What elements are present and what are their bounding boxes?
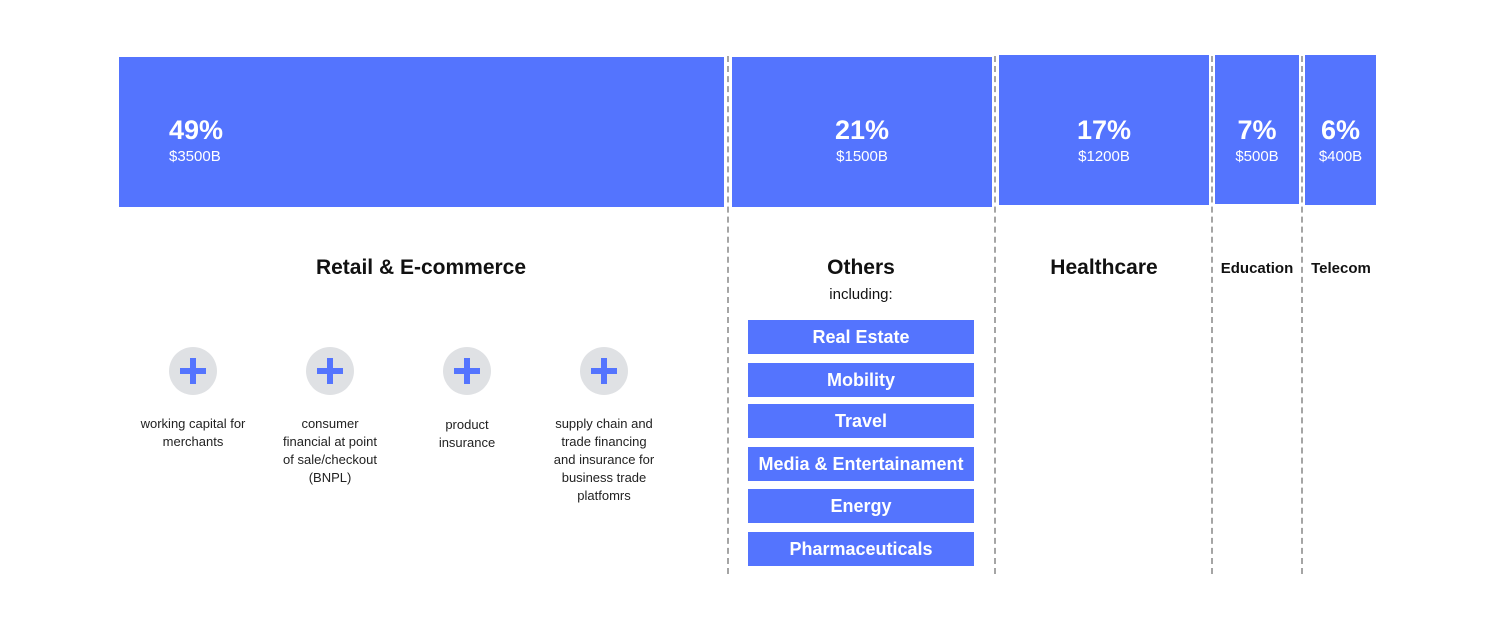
feature-text-line: working capital for — [140, 416, 246, 431]
bar-education: 7% $500B — [1215, 55, 1299, 204]
category-label-healthcare: Healthcare — [1050, 256, 1158, 279]
divider-line — [727, 56, 729, 574]
feature-text-line: platfomrs — [577, 488, 631, 503]
plus-icon — [443, 347, 491, 395]
feature-text: supply chain and trade financing and ins… — [539, 415, 669, 505]
bar-amount-label: $3500B — [169, 148, 221, 165]
plus-icon — [580, 347, 628, 395]
plus-icon — [306, 347, 354, 395]
bar-percent-label: 6% — [1320, 115, 1361, 145]
feature-text: consumer financial at point of sale/chec… — [265, 415, 395, 487]
bar-percent-label: 49% — [169, 115, 224, 145]
others-item-chip: Real Estate — [748, 320, 974, 354]
plus-icon — [169, 347, 217, 395]
feature-text: product insurance — [402, 416, 532, 452]
feature-text-line: financial at point — [283, 434, 377, 449]
feature-text-line: supply chain and — [555, 416, 653, 431]
bar-retail: 49% $3500B — [119, 57, 724, 207]
divider-line — [1301, 56, 1303, 574]
feature-text-line: (BNPL) — [308, 470, 352, 485]
category-label-others: Others — [827, 256, 895, 279]
bar-amount-label: $500B — [1235, 148, 1279, 165]
divider-line — [1211, 56, 1213, 574]
bar-others: 21% $1500B — [732, 57, 992, 207]
others-item-chip: Pharmaceuticals — [748, 532, 974, 566]
bar-amount-label: $1200B — [1078, 148, 1130, 165]
bar-percent-label: 17% — [1076, 115, 1132, 145]
feature-text-line: insurance — [438, 435, 496, 450]
bar-amount-label: $400B — [1318, 148, 1363, 165]
feature-text-line: trade financing — [561, 434, 647, 449]
feature-text: working capital for merchants — [128, 415, 258, 451]
bar-percent-label: 21% — [834, 115, 890, 145]
bar-amount-label: $1500B — [836, 148, 888, 165]
feature-text-line: of sale/checkout — [283, 452, 377, 467]
bar-percent-label: 7% — [1237, 115, 1277, 145]
others-item-chip: Mobility — [748, 363, 974, 397]
divider-line — [994, 56, 996, 574]
bar-healthcare: 17% $1200B — [999, 55, 1209, 205]
feature-text-line: and insurance for — [553, 452, 655, 467]
others-item-chip: Travel — [748, 404, 974, 438]
feature-text-line: business trade — [561, 470, 647, 485]
feature-text-line: merchants — [162, 434, 224, 449]
others-item-chip: Media & Entertainament — [748, 447, 974, 481]
feature-text-line: consumer — [301, 416, 359, 431]
category-sublabel-others: including: — [829, 286, 893, 303]
bar-telecom: 6% $400B — [1305, 55, 1376, 205]
category-label-education: Education — [1220, 260, 1294, 277]
category-label-retail: Retail & E-commerce — [315, 256, 527, 279]
feature-text-line: product — [445, 417, 489, 432]
category-label-telecom: Telecom — [1311, 260, 1371, 277]
others-item-chip: Energy — [748, 489, 974, 523]
